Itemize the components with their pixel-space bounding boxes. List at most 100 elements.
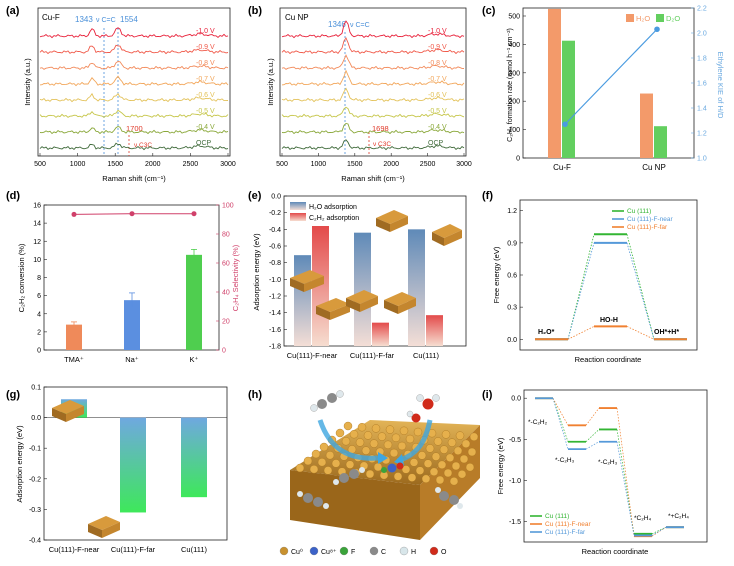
panel-h-schematic: (h) (248, 389, 480, 556)
legend-atom-icon (339, 546, 349, 556)
cu-atom (433, 437, 443, 446)
transition-line (626, 234, 655, 340)
bar-h2o (294, 255, 311, 346)
kie-point (654, 26, 660, 33)
category-label: Cu(111) (181, 545, 207, 554)
cu-atom (467, 447, 477, 457)
curve-potential-label: -0.6 V (428, 92, 447, 99)
cu-atom (437, 460, 447, 469)
curve-potential-label: -0.7 V (428, 76, 447, 83)
cu-atom (425, 444, 435, 453)
cu-atom (429, 467, 439, 476)
y-tick-label: 0 (516, 156, 520, 163)
cu-atom (357, 423, 367, 432)
panel-b-ylabel: Intensity (a.u.) (266, 58, 275, 106)
x-tick-label: 3000 (456, 161, 472, 168)
slab-model-icon (432, 224, 462, 246)
legend-label: Cu (111)-F-near (627, 216, 673, 223)
panel-g-letter: (g) (6, 389, 20, 401)
selectivity-point (191, 211, 197, 217)
y2-tick-label: 2.2 (697, 6, 707, 13)
category-label: Cu(111)-F-near (287, 351, 338, 360)
cu-atom (409, 458, 419, 467)
selectivity-point (129, 211, 135, 217)
bar-c2h2 (372, 322, 389, 346)
legend-label: D₂O (666, 14, 680, 23)
y2-tick-label: 20 (222, 319, 230, 326)
y-tick-label: -1.8 (269, 344, 281, 351)
y-axis-label: C₂H₂ conversion (%) (17, 243, 26, 312)
y2-tick-label: 1.4 (697, 106, 707, 113)
y-tick-label: 6 (37, 293, 41, 300)
y-tick-label: -1.5 (509, 519, 521, 526)
y-tick-label: 200 (508, 99, 520, 106)
cu-atom (443, 468, 453, 478)
raman-curve (39, 142, 229, 151)
legend-swatch (290, 213, 306, 221)
y2-tick-label: 100 (222, 203, 234, 210)
legend-swatch (626, 14, 634, 22)
slab-model-icon (88, 516, 120, 538)
y-tick-label: 0.6 (507, 273, 517, 280)
panel-c-letter: (c) (482, 5, 496, 17)
y-tick-label: -0.3 (29, 507, 41, 514)
transition-line (552, 398, 569, 450)
selectivity-point (71, 211, 77, 217)
cu-atom (413, 427, 423, 437)
legend-label: Cu (111)-F-far (545, 529, 586, 536)
cu-atom (343, 421, 353, 431)
transition-line (616, 441, 635, 536)
cu-atom (445, 453, 455, 462)
cu-atom (303, 456, 313, 466)
panel-f-free-energy: (f) 0.0 0.3 0.6 0.9 1.2 Cu (111)Cu (111)-F-ne… (482, 190, 698, 364)
y-tick-label: 16 (33, 203, 41, 210)
cu-atom (451, 461, 461, 471)
curve-potential-label: -0.5 V (196, 108, 215, 115)
cu-atom (461, 439, 471, 448)
y-tick-label: 2 (37, 329, 41, 336)
cu-atom (317, 458, 327, 467)
panel-b-c3-peak: 1698 (372, 124, 389, 133)
transition-line (552, 398, 569, 426)
legend-label: H₂O adsorption (309, 204, 357, 211)
transition-line (567, 326, 595, 340)
category-label: Cu NP (642, 163, 666, 172)
legend-label: Cu (111)-F-far (627, 224, 668, 231)
y2-tick-label: 60 (222, 261, 230, 268)
y-tick-label: 0 (37, 348, 41, 355)
panel-d-letter: (d) (6, 190, 20, 202)
cu-atom (453, 446, 463, 455)
raman-curve (39, 109, 229, 118)
kie-line (564, 28, 658, 125)
legend-atom-icon (279, 546, 289, 556)
curve-potential-label: -0.8 V (428, 60, 447, 67)
y2-axis-label: Ethylene KIE of H/D (716, 52, 725, 119)
bar-h2o (354, 232, 371, 346)
cu-atom (295, 463, 305, 473)
adsorbed-species-icon (297, 462, 463, 509)
x-tick-label: 2500 (183, 161, 199, 168)
raman-curve (281, 37, 465, 55)
cu-atom (435, 475, 445, 485)
category-label: Cu(111) (413, 351, 439, 360)
legend-atom-icon (369, 546, 379, 556)
legend-atom-label: C (381, 549, 386, 556)
panel-d-conversion-chart: (d) 0 2 4 6 8 10 12 14 16 0 20 40 60 80 100 TMA⁺ Na⁺ K⁺ C₂… (6, 190, 240, 364)
panel-b-nu-label: ν C=C (350, 22, 370, 29)
curve-potential-label: -1.0 V (196, 28, 215, 35)
cu-atom (365, 469, 375, 479)
transition-line (585, 429, 600, 443)
panel-i-label-c2h2: *-C₂H₂ (528, 419, 548, 426)
legend-atom-icon (429, 546, 439, 556)
y-tick-label: -0.8 (269, 260, 281, 267)
panel-b-xlabel: Raman shift (cm⁻¹) (341, 174, 405, 183)
category-label: Cu(111)-F-far (111, 545, 156, 554)
cu-atom (363, 431, 373, 440)
reaction-arrow-icon (317, 419, 433, 466)
cu-atom (421, 474, 431, 483)
legend-atom-label: F (351, 549, 355, 556)
panel-i-label-final: *+C₂H₄ (668, 513, 689, 520)
y-tick-label: 0.0 (511, 396, 521, 403)
legend-label: C₂H₂ adsorption (309, 215, 359, 222)
